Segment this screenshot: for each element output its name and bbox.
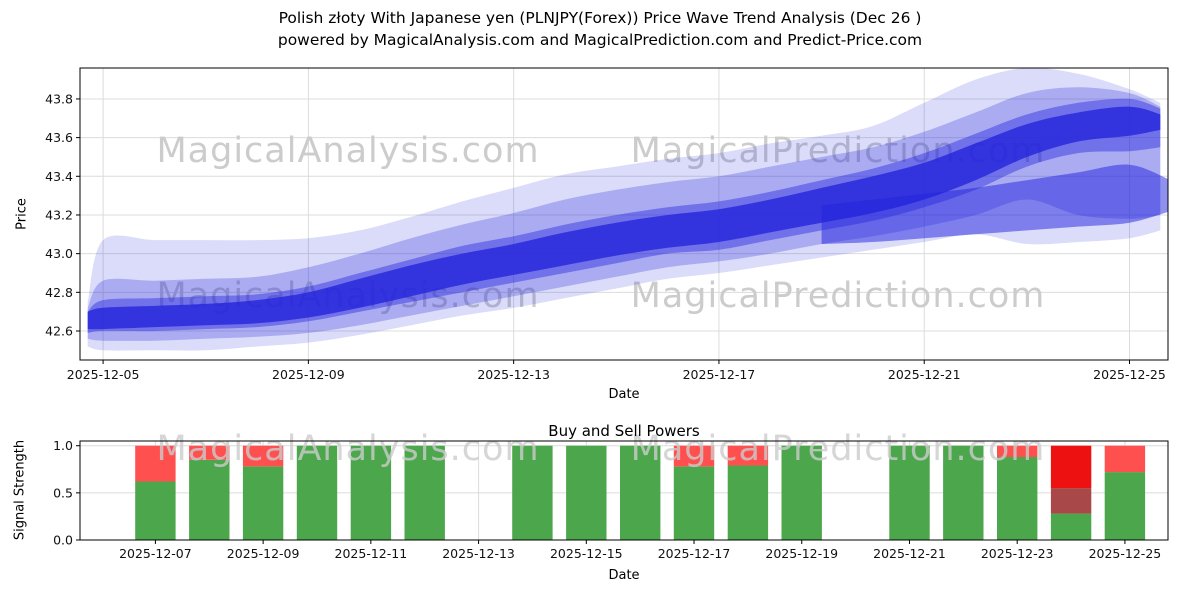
bar-segment-green (296, 445, 338, 540)
y-tick-label: 42.8 (45, 285, 73, 300)
plot-border-bottom (79, 440, 1169, 541)
bar-segment-green (350, 445, 392, 540)
x-tick-label: 2025-12-09 (272, 367, 345, 382)
price-core-band (87, 106, 1161, 330)
bar-segment-green (566, 445, 607, 540)
bar-segment-green (727, 465, 769, 540)
x-tick-label: 2025-12-23 (981, 546, 1054, 561)
figure-title: Polish złoty With Japanese yen (PLNJPY(F… (278, 9, 922, 27)
bar-segment-green (673, 466, 715, 540)
watermark-prediction: MagicalPrediction.com (631, 429, 1046, 469)
wave-band-group (87, 68, 1168, 351)
x-tick-label: 2025-12-17 (683, 367, 756, 382)
price-inner-band (87, 98, 1161, 333)
date-axis-label-bottom: Date (608, 568, 640, 583)
date-axis-label-top: Date (608, 387, 640, 402)
signal-strength-axis-label: Signal Strength (12, 439, 28, 541)
bar-segment-green (889, 445, 930, 540)
x-tick-label: 2025-12-21 (888, 367, 961, 382)
watermark-analysis: MagicalAnalysis.com (156, 131, 539, 171)
bar-segment-green (242, 466, 284, 540)
price-lower-tongue-band (821, 164, 1168, 244)
x-tick-label: 2025-12-13 (442, 546, 515, 561)
bar-segment-green (135, 481, 176, 540)
bar-segment-green (189, 459, 230, 540)
x-tick-label: 2025-12-19 (765, 546, 838, 561)
x-tick-label: 2025-12-07 (119, 546, 192, 561)
bar-segment-red (673, 445, 715, 467)
y-tick-label: 0.5 (53, 485, 73, 500)
y-tick-label: 43.0 (45, 246, 73, 261)
x-tick-label: 2025-12-21 (873, 546, 946, 561)
bar-segment-green (997, 457, 1038, 540)
bar-segment-green (620, 445, 661, 540)
y-tick-label: 42.6 (45, 323, 73, 338)
x-tick-label: 2025-12-05 (67, 367, 140, 382)
bar-segment-green (404, 445, 445, 540)
x-tick-label: 2025-12-17 (658, 546, 731, 561)
x-tick-label: 2025-12-25 (1093, 367, 1166, 382)
y-tick-label: 1.0 (53, 438, 73, 453)
price-mid-band (87, 87, 1161, 341)
y-tick-label: 0.0 (53, 533, 73, 548)
watermark-prediction: MagicalPrediction.com (631, 276, 1046, 316)
bar-segment-red (997, 445, 1038, 457)
bar-segment-darkred (1050, 488, 1092, 514)
bar-segment-green (512, 445, 553, 540)
y-tick-label: 43.8 (45, 91, 73, 106)
bar-segment-green (1104, 472, 1146, 540)
bar-segment-green (943, 445, 984, 540)
x-tick-label: 2025-12-13 (477, 367, 550, 382)
x-tick-label: 2025-12-09 (227, 546, 300, 561)
bar-segment-red (242, 445, 284, 467)
x-tick-label: 2025-12-11 (335, 546, 408, 561)
bottom-chart-title: Buy and Sell Powers (548, 422, 700, 440)
bar-segment-red (189, 445, 230, 460)
bar-segment-red (1104, 445, 1146, 473)
y-tick-label: 43.4 (45, 169, 73, 184)
y-tick-label: 43.6 (45, 130, 73, 145)
x-tick-label: 2025-12-25 (1089, 546, 1162, 561)
y-tick-label: 43.2 (45, 207, 73, 222)
x-tick-label: 2025-12-15 (550, 546, 623, 561)
price-axis-label: Price (14, 198, 30, 230)
watermark-analysis: MagicalAnalysis.com (156, 429, 539, 469)
bar-segment-red (135, 445, 176, 482)
figure-subtitle: powered by MagicalAnalysis.com and Magic… (277, 31, 923, 49)
bar-segment-red_bright (1050, 445, 1092, 489)
bar-segment-red (727, 445, 769, 466)
bar-segment-green (1050, 513, 1092, 540)
plot-border-top (79, 67, 1169, 361)
bar-segment-green (781, 445, 822, 540)
